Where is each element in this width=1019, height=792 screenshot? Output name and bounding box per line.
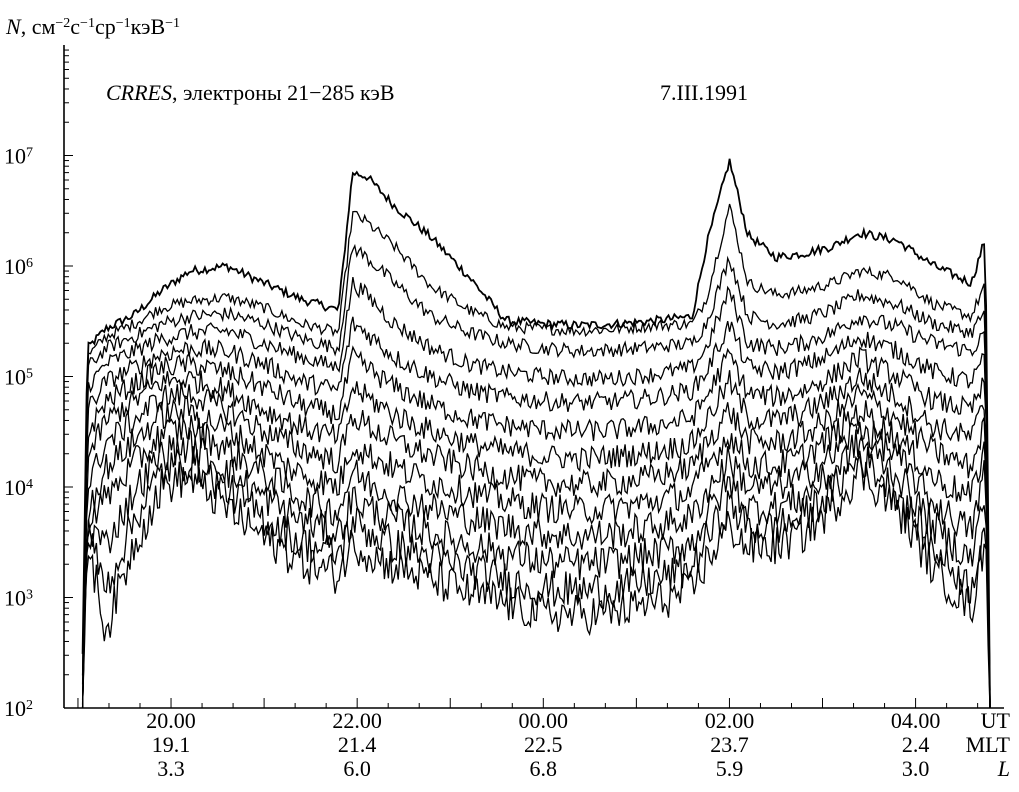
x-tick-label-mlt: 19.1 (152, 732, 191, 757)
series-line (81, 395, 991, 709)
x-tick-label-ut: 20.00 (146, 708, 196, 733)
series-line (81, 276, 991, 709)
x-tick-label-mlt: 21.4 (338, 732, 377, 757)
x-tick-label-l: 6.0 (343, 756, 371, 781)
series-line (81, 382, 991, 709)
instrument-name: CRRES (106, 80, 172, 105)
series-layer (81, 158, 991, 709)
y-axis-label: N, см−2с−1ср−1кэВ−1 (5, 14, 180, 39)
chart-title: CRRES, электроны 21−285 кэВ (106, 80, 395, 105)
series-line (81, 446, 991, 705)
y-tick-label: 107 (4, 144, 33, 169)
row-label-l: L (997, 756, 1010, 781)
x-tick-label-ut: 04.00 (891, 708, 941, 733)
x-tick-label-mlt: 22.5 (524, 732, 563, 757)
series-line (81, 426, 991, 709)
x-tick-label-ut: 00.00 (519, 708, 569, 733)
x-tick-label-l: 3.0 (902, 756, 930, 781)
x-tick-label-l: 5.9 (716, 756, 744, 781)
y-tick-label: 106 (4, 254, 33, 279)
x-tick-label-ut: 22.00 (332, 708, 382, 733)
series-line (81, 455, 991, 709)
x-tick-label-l: 3.3 (157, 756, 185, 781)
x-tick-label-ut: 02.00 (705, 708, 755, 733)
y-tick-label: 102 (4, 696, 33, 721)
x-tick-label-mlt: 23.7 (710, 732, 749, 757)
series-line (81, 203, 991, 709)
title-rest: , электроны 21−285 кэВ (172, 80, 395, 105)
series-line (81, 367, 991, 709)
series-line (81, 345, 991, 703)
date-label: 7.III.1991 (660, 80, 748, 105)
x-tick-label-mlt: 2.4 (902, 732, 930, 757)
y-tick-label: 104 (4, 475, 33, 500)
series-line (81, 158, 991, 709)
row-label-ut: UT (981, 708, 1011, 733)
series-line (81, 243, 991, 706)
series-line (81, 316, 991, 709)
series-line (81, 415, 991, 709)
y-tick-label: 105 (4, 365, 33, 390)
row-label-mlt: MLT (966, 732, 1011, 757)
x-tick-label-l: 6.8 (530, 756, 558, 781)
y-tick-label: 103 (4, 586, 33, 611)
y-ticks: 102 103 104 105 106 107 (4, 49, 73, 721)
